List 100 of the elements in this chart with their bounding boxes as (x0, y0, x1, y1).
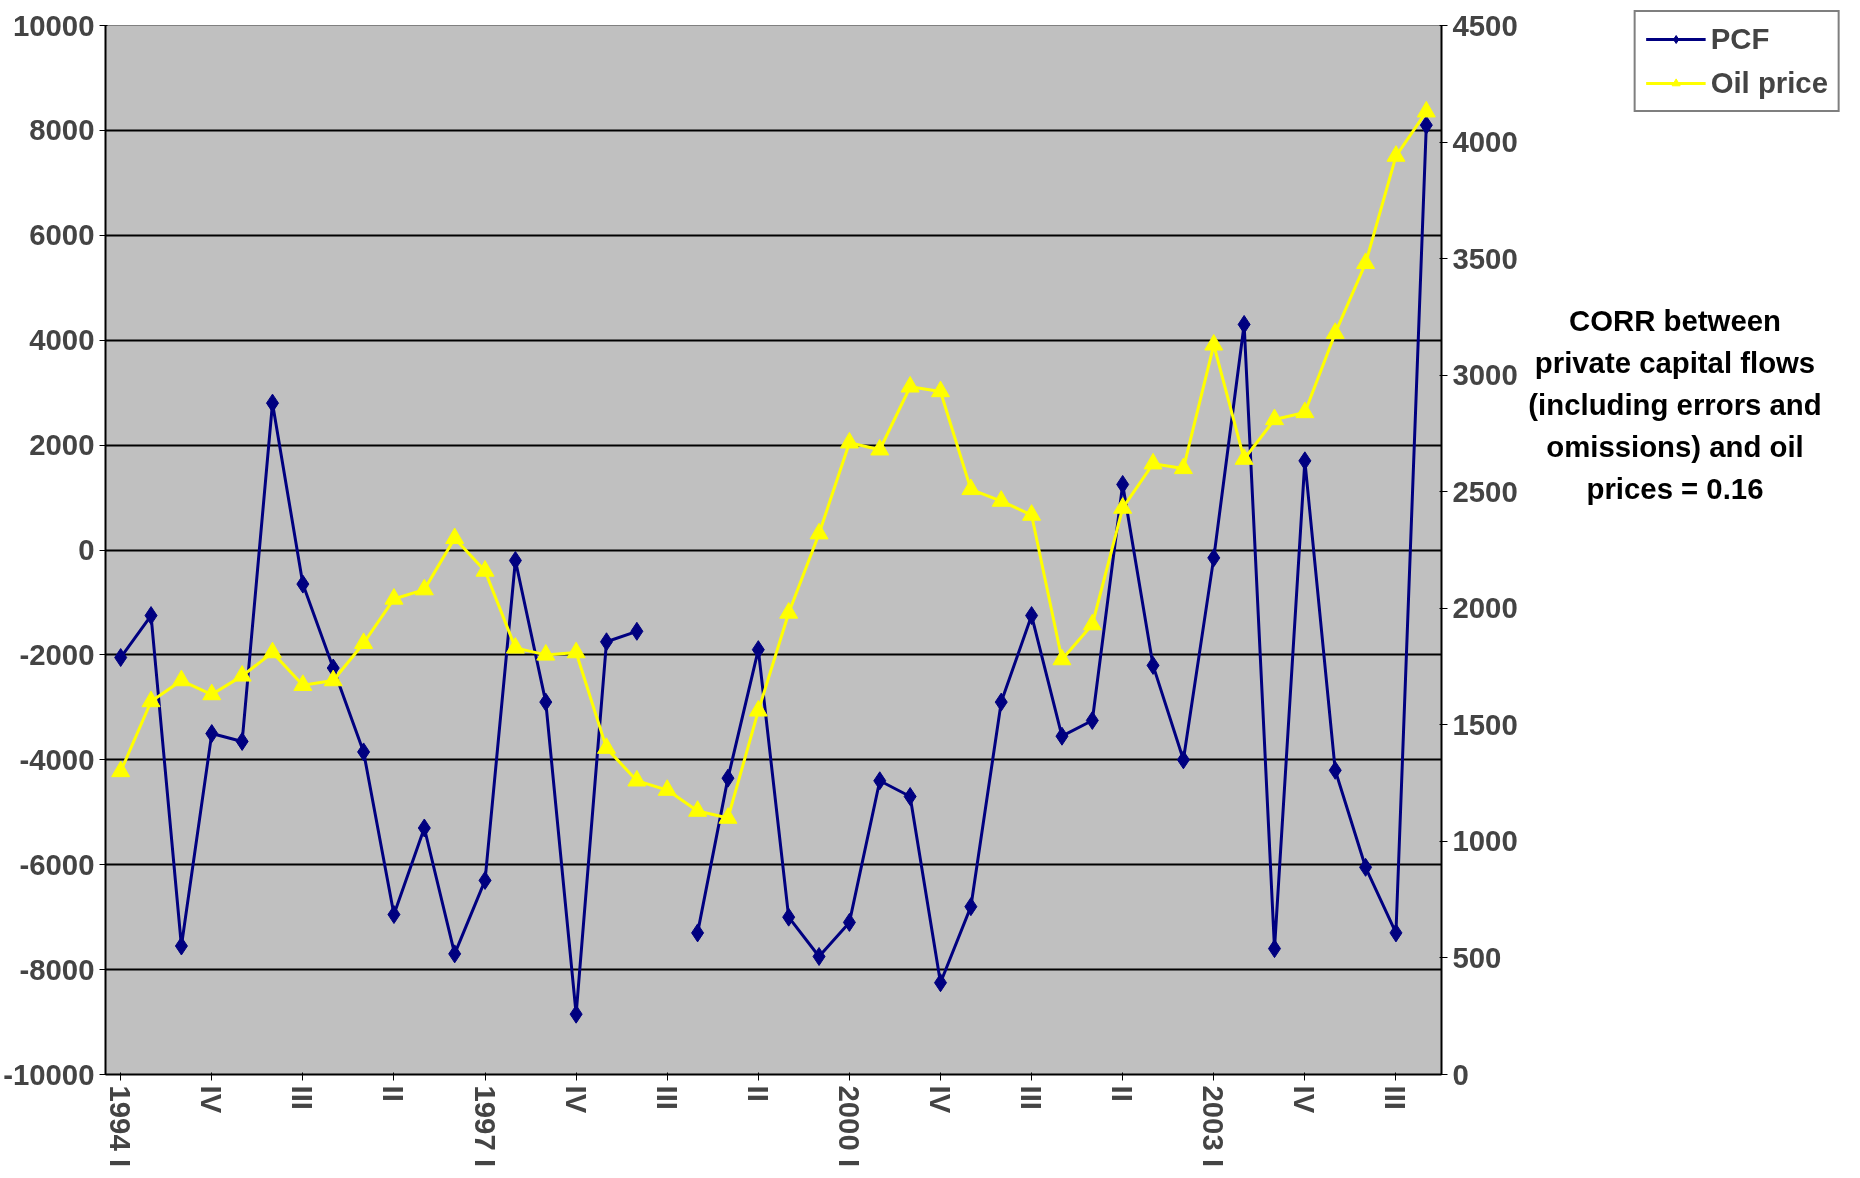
point (171, 669, 191, 687)
point (627, 769, 647, 787)
point (1356, 252, 1376, 269)
point (448, 944, 462, 964)
point (478, 870, 492, 890)
point (991, 490, 1011, 507)
y-tick-label: -8000 (19, 952, 95, 986)
point (354, 632, 374, 649)
y2-tick-label: 2500 (1452, 474, 1518, 508)
point (1389, 923, 1403, 943)
point (1022, 504, 1042, 521)
y2-tick-label: 4500 (1452, 8, 1518, 42)
point (721, 768, 735, 788)
x-tick-label: IV (924, 1085, 957, 1114)
point (141, 690, 161, 708)
x-tick-label: IV (195, 1085, 229, 1114)
point (414, 578, 434, 596)
y-tick-label: 4000 (29, 323, 95, 357)
point (235, 731, 249, 751)
point (630, 621, 644, 641)
point (779, 602, 799, 619)
y-tick-label: 2000 (29, 428, 95, 462)
point (296, 574, 310, 594)
point (445, 527, 465, 545)
point (961, 478, 981, 496)
point (144, 606, 158, 626)
x-tick-label: II (1106, 1085, 1140, 1102)
point (1237, 314, 1251, 334)
point (809, 522, 829, 540)
point (1386, 145, 1406, 162)
point (1173, 457, 1193, 475)
point (688, 800, 708, 817)
legend-label: Oil price (1710, 66, 1828, 100)
y2-tick-label: 4000 (1452, 125, 1518, 159)
legend-label: PCF (1710, 22, 1770, 56)
point (1113, 497, 1133, 514)
point (174, 936, 188, 956)
x-tick-label: III (286, 1085, 320, 1110)
point (1419, 115, 1433, 135)
text: CORR between private capital flows (including errors and omissions) and oil prices = 0.16 (1527, 303, 1823, 507)
point (114, 648, 128, 668)
point (569, 1004, 583, 1024)
x-tick-label: 1997 I (468, 1085, 502, 1168)
point (597, 737, 616, 754)
y-tick-label: -4000 (19, 742, 95, 776)
point (263, 641, 282, 659)
point (1085, 710, 1099, 730)
y-tick-label: 6000 (29, 218, 95, 252)
point (931, 380, 950, 398)
x-tick-label: 2000 I (832, 1085, 866, 1168)
point (870, 438, 890, 456)
point (1328, 760, 1342, 780)
point (751, 640, 765, 660)
point (111, 760, 131, 778)
point (1207, 548, 1221, 568)
point (536, 644, 556, 661)
y2-tick-label: 1500 (1452, 707, 1518, 741)
y-tick-label: 10000 (12, 8, 95, 42)
x-tick-label: 2003 I (1197, 1085, 1231, 1168)
x-tick-label: IV (1288, 1085, 1322, 1114)
point (1025, 606, 1039, 626)
point (293, 674, 313, 691)
y2-tick-label: 3000 (1452, 358, 1518, 392)
x-tick-label: 1994 I (104, 1085, 138, 1168)
x-tick-label: III (650, 1085, 684, 1110)
point (539, 692, 553, 712)
point (387, 905, 401, 925)
point (475, 560, 495, 577)
y-tick-label: -6000 (19, 847, 95, 881)
point (323, 669, 343, 687)
point (205, 724, 219, 744)
point (1143, 452, 1163, 470)
point (903, 787, 917, 807)
point (1116, 474, 1130, 494)
x-tick-label: III (1379, 1085, 1413, 1110)
y-tick-label: 8000 (29, 113, 95, 147)
point (232, 664, 252, 682)
point (1176, 750, 1190, 770)
point (505, 637, 525, 654)
point (964, 897, 978, 917)
y-tick-label: -10000 (3, 1057, 95, 1091)
point (1082, 613, 1102, 631)
point (900, 375, 920, 393)
point (812, 946, 826, 966)
point (1298, 451, 1312, 471)
point (691, 923, 705, 943)
point (384, 588, 404, 605)
x-tick-label: II (377, 1085, 411, 1102)
y2-tick-label: 0 (1452, 1057, 1469, 1091)
point (873, 771, 887, 791)
point (508, 550, 522, 570)
point (748, 699, 768, 717)
x-tick-label: IV (559, 1085, 593, 1114)
x-tick-label: III (1015, 1085, 1049, 1110)
y2-tick-label: 3500 (1452, 241, 1518, 275)
point (202, 683, 222, 701)
y-tick-label: -2000 (19, 637, 95, 671)
point (657, 779, 677, 796)
point (1234, 448, 1254, 465)
point (1204, 333, 1224, 351)
